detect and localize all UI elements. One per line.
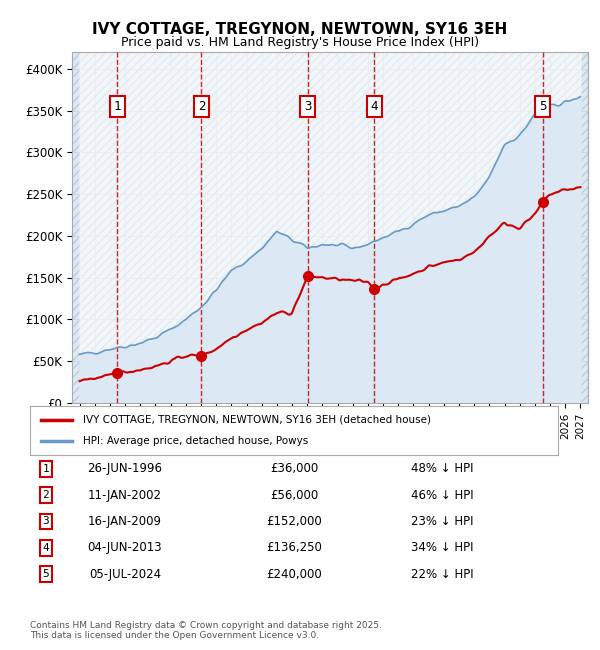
Text: 2: 2 bbox=[198, 100, 205, 113]
Text: 48% ↓ HPI: 48% ↓ HPI bbox=[410, 462, 473, 475]
Text: 16-JAN-2009: 16-JAN-2009 bbox=[88, 515, 162, 528]
Text: 05-JUL-2024: 05-JUL-2024 bbox=[89, 567, 161, 580]
Text: 5: 5 bbox=[43, 569, 49, 579]
Text: £136,250: £136,250 bbox=[266, 541, 322, 554]
Text: 4: 4 bbox=[371, 100, 378, 113]
Text: £240,000: £240,000 bbox=[266, 567, 322, 580]
Text: 1: 1 bbox=[43, 464, 49, 474]
Text: IVY COTTAGE, TREGYNON, NEWTOWN, SY16 3EH: IVY COTTAGE, TREGYNON, NEWTOWN, SY16 3EH bbox=[92, 21, 508, 37]
Text: 04-JUN-2013: 04-JUN-2013 bbox=[88, 541, 163, 554]
Text: 11-JAN-2002: 11-JAN-2002 bbox=[88, 489, 162, 502]
Text: 22% ↓ HPI: 22% ↓ HPI bbox=[410, 567, 473, 580]
Text: 46% ↓ HPI: 46% ↓ HPI bbox=[410, 489, 473, 502]
Text: 2: 2 bbox=[43, 490, 49, 500]
Text: £36,000: £36,000 bbox=[270, 462, 318, 475]
Text: Price paid vs. HM Land Registry's House Price Index (HPI): Price paid vs. HM Land Registry's House … bbox=[121, 36, 479, 49]
Text: £152,000: £152,000 bbox=[266, 515, 322, 528]
Text: 3: 3 bbox=[43, 517, 49, 526]
Text: 1: 1 bbox=[113, 100, 121, 113]
Text: 4: 4 bbox=[43, 543, 49, 552]
Text: 23% ↓ HPI: 23% ↓ HPI bbox=[410, 515, 473, 528]
Text: 26-JUN-1996: 26-JUN-1996 bbox=[88, 462, 163, 475]
Text: HPI: Average price, detached house, Powys: HPI: Average price, detached house, Powy… bbox=[83, 436, 308, 447]
Text: £56,000: £56,000 bbox=[270, 489, 318, 502]
Text: 34% ↓ HPI: 34% ↓ HPI bbox=[410, 541, 473, 554]
Text: IVY COTTAGE, TREGYNON, NEWTOWN, SY16 3EH (detached house): IVY COTTAGE, TREGYNON, NEWTOWN, SY16 3EH… bbox=[83, 415, 431, 425]
Text: 3: 3 bbox=[304, 100, 311, 113]
Text: 5: 5 bbox=[539, 100, 547, 113]
Text: Contains HM Land Registry data © Crown copyright and database right 2025.
This d: Contains HM Land Registry data © Crown c… bbox=[30, 621, 382, 640]
